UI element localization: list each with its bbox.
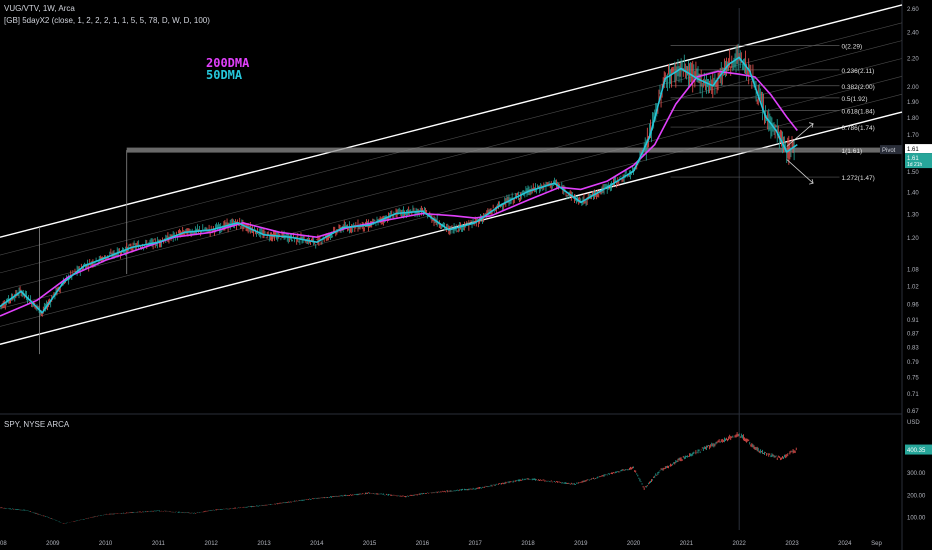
fib-level-label: 0.5(1.92) <box>842 96 868 103</box>
x-tick-label: 2023 <box>785 541 799 547</box>
spy-currency-label: USD <box>907 420 920 426</box>
channel-inner-line <box>0 40 903 274</box>
countdown-text: 1d 21h <box>907 162 923 168</box>
x-tick-label: 2021 <box>680 541 694 547</box>
y-tick-label: 0.83 <box>907 346 919 352</box>
indicator-label: [GB] 5dayX2 (close, 1, 2, 2, 2, 1, 1, 5,… <box>4 16 210 25</box>
projection-arrow-down <box>786 159 814 185</box>
y-tick-label: 1.08 <box>907 267 919 273</box>
y-tick-label: 1.80 <box>907 116 919 122</box>
pivot-value-badge <box>905 144 932 154</box>
ma50-legend: 50DMA <box>206 68 243 82</box>
fib-level-label: 0.236(2.11) <box>842 68 875 75</box>
ma200-line <box>0 70 798 317</box>
channel-upper <box>0 4 903 238</box>
x-tick-label: 2015 <box>363 541 377 547</box>
x-tick-label: 2008 <box>0 541 7 547</box>
y-tick-label: 0.87 <box>907 332 919 338</box>
channel-inner-line <box>0 22 903 256</box>
y-tick-label: 2.40 <box>907 31 919 37</box>
y-tick-label: 1.70 <box>907 133 919 139</box>
y-tick-label: 0.67 <box>907 409 919 415</box>
y-tick-label: 1.02 <box>907 284 919 290</box>
x-tick-label: 2018 <box>521 541 535 547</box>
fib-level-label: 0.786(1.74) <box>842 125 875 132</box>
y-tick-label: 1.20 <box>907 236 919 242</box>
pivot-badge-bg <box>880 145 902 155</box>
y-tick-label: 2.20 <box>907 57 919 63</box>
y-tick-label: 0.71 <box>907 392 919 398</box>
x-tick-label: 2010 <box>99 541 113 547</box>
ma200-legend: 200DMA <box>206 56 250 70</box>
fib-level-label: 0(2.29) <box>842 44 863 51</box>
projection-arrow-up <box>786 122 814 147</box>
lower-pane-title: SPY, NYSE ARCA <box>4 420 70 429</box>
y-tick-label: 0.79 <box>907 360 919 366</box>
spy-y-tick-label: 300.00 <box>907 471 926 477</box>
y-tick-label: 0.75 <box>907 376 919 382</box>
channel-inner-line <box>0 58 903 292</box>
y-tick-label: 1.40 <box>907 191 919 197</box>
y-tick-label: 2.60 <box>907 7 919 13</box>
y-tick-label: 0.96 <box>907 302 919 308</box>
spy-last-value: 400.35 <box>907 448 926 454</box>
x-tick-label: 2019 <box>574 541 588 547</box>
x-tick-label: 2014 <box>310 541 324 547</box>
y-tick-label: 1.50 <box>907 170 919 176</box>
fib-level-label: 1.272(1.47) <box>842 175 875 182</box>
x-tick-label: 2022 <box>733 541 747 547</box>
ma50-line <box>0 56 798 315</box>
y-tick-label: 1.30 <box>907 212 919 218</box>
fib-level-label: 0.382(2.00) <box>842 84 875 91</box>
last-price-badge <box>905 153 932 169</box>
last-price-text: 1.61 <box>907 156 919 162</box>
fib-level-label: 1(1.61) <box>842 148 863 155</box>
spy-last-badge <box>905 444 932 455</box>
x-tick-label: 2016 <box>416 541 430 547</box>
channel-inner-line <box>0 76 903 309</box>
x-tick-label: 2009 <box>46 541 60 547</box>
x-tick-label: 2011 <box>152 541 166 547</box>
x-tick-label: 2013 <box>257 541 271 547</box>
channel-inner-line <box>0 93 903 327</box>
pivot-value-text: 1.61 <box>907 147 919 153</box>
x-tick-label: 2017 <box>469 541 483 547</box>
pivot-badge-label: Pivot <box>882 148 896 154</box>
x-tick-label: Sep <box>871 541 882 547</box>
y-tick-label: 1.90 <box>907 100 919 106</box>
chart-title: VUG/VTV, 1W, Arca <box>4 4 75 13</box>
x-tick-label: 2012 <box>205 541 219 547</box>
fib-level-label: 0.618(1.84) <box>842 109 875 116</box>
spy-y-tick-label: 100.00 <box>907 516 926 522</box>
pivot-band <box>126 147 903 153</box>
x-tick-label: 2020 <box>627 541 641 547</box>
y-tick-label: 0.91 <box>907 318 919 324</box>
x-tick-label: 2024 <box>838 541 852 547</box>
y-tick-label: 2.00 <box>907 85 919 91</box>
spy-y-tick-label: 200.00 <box>907 493 926 499</box>
